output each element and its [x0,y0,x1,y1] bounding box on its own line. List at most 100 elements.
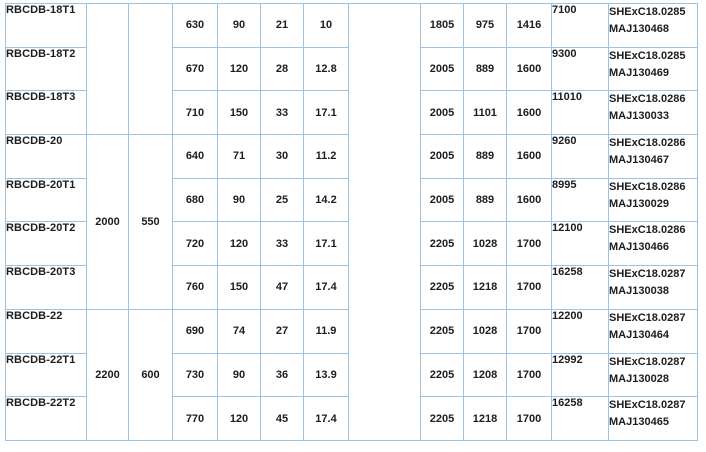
value-cell: 889 [463,134,507,179]
group-height-cell: 550 [128,134,173,310]
value-cell: 670 [172,46,218,92]
value-cell: 21 [260,3,304,48]
table-row: RBCDB-20T3 760 150 47 17.4 2205 1218 1700 16258 S… [5,265,698,310]
table-row: RBCDB-20T2 720 120 33 17.1 2205 1028 1700 12100 S… [5,221,698,267]
value-cell: 2005 [420,90,464,136]
value-cell: 90 [217,352,261,398]
value-cell: 2005 [420,134,464,179]
capacity-cell: 12992 [551,352,609,398]
cert-cell: SHExC18.0286 MAJ130033 [608,90,698,136]
cert-line-1: SHExC18.0287 [609,399,686,412]
value-cell: 27 [260,308,304,354]
table-row: RBCDB-20 2000 550 640 71 30 11.2 2005 889 1600 926… [5,134,698,310]
capacity-cell: 9300 [551,46,609,92]
value-cell: 2205 [420,221,464,267]
value-cell: 640 [172,134,218,179]
spec-table: RBCDB-18T1 630 90 21 10 1805 975 1416 7100 SHExC1… [5,2,698,442]
value-cell: 120 [217,221,261,267]
cert-line-1: SHExC18.0286 [609,93,686,106]
capacity-cell: 12100 [551,221,609,267]
capacity-cell: 11010 [551,90,609,136]
capacity-cell: 16258 [551,396,609,441]
cert-line-2: MAJ130029 [609,197,669,210]
value-cell: 120 [217,396,261,441]
value-cell: 1700 [506,221,552,267]
cert-cell: SHExC18.0286 MAJ130467 [608,134,698,179]
cert-line-2: MAJ130038 [609,285,669,298]
cert-line-2: MAJ130464 [609,328,669,341]
value-cell: 74 [217,308,261,354]
value-cell: 12.8 [303,46,349,92]
value-cell: 25 [260,177,304,223]
value-cell: 710 [172,90,218,136]
value-cell: 1218 [463,396,507,441]
value-cell: 150 [217,90,261,136]
value-cell: 36 [260,352,304,398]
spacer-cell [348,3,421,441]
table-row: RBCDB-18T1 630 90 21 10 1805 975 1416 7100 SHExC1… [5,2,698,441]
cert-line-2: MAJ130469 [609,66,669,79]
value-cell: 11.9 [303,308,349,354]
group-width-cell: 2200 [86,308,129,442]
value-cell: 120 [217,46,261,92]
value-cell: 71 [217,134,261,179]
capacity-cell: 16258 [551,265,609,310]
table-row: RBCDB-22T2 770 120 45 17.4 2205 1218 1700 16258 S… [5,396,698,441]
value-cell: 45 [260,396,304,441]
value-cell: 17.1 [303,221,349,267]
capacity-cell: 12200 [551,308,609,354]
value-cell: 1028 [463,308,507,354]
cert-line-1: SHExC18.0286 [609,180,686,193]
model-cell: RBCDB-22T2 [5,396,87,441]
cert-line-1: SHExC18.0287 [609,355,686,368]
cert-cell: SHExC18.0285 MAJ130468 [608,3,698,48]
value-cell: 1416 [506,3,552,48]
value-cell: 770 [172,396,218,441]
cert-line-1: SHExC18.0287 [609,268,686,281]
cert-cell: SHExC18.0287 MAJ130028 [608,352,698,398]
value-cell: 975 [463,3,507,48]
cert-line-2: MAJ130467 [609,154,669,167]
cert-cell: SHExC18.0287 MAJ130464 [608,308,698,354]
value-cell: 33 [260,90,304,136]
value-cell: 30 [260,134,304,179]
cert-cell: SHExC18.0286 MAJ130466 [608,221,698,267]
value-cell: 90 [217,177,261,223]
value-cell: 690 [172,308,218,354]
value-cell: 1600 [506,46,552,92]
cert-line-1: SHExC18.0286 [609,137,686,150]
model-cell: RBCDB-20T2 [5,221,87,267]
cert-cell: SHExC18.0287 MAJ130038 [608,265,698,310]
capacity-cell: 7100 [551,3,609,48]
table-row: RBCDB-20T1 680 90 25 14.2 2005 889 1600 8995 SHEx… [5,177,698,223]
cert-cell: SHExC18.0287 MAJ130465 [608,396,698,441]
table-row: RBCDB-18T3 710 150 33 17.1 2005 1101 1600 11010 S… [5,90,698,136]
model-cell: RBCDB-22T1 [5,352,87,398]
value-cell: 720 [172,221,218,267]
value-cell: 10 [303,3,349,48]
value-cell: 680 [172,177,218,223]
cert-line-2: MAJ130468 [609,23,669,35]
value-cell: 1600 [506,177,552,223]
spec-table-body: RBCDB-18T1 630 90 21 10 1805 975 1416 7100 SHExC1… [5,2,698,442]
value-cell: 1700 [506,396,552,441]
value-cell: 17.4 [303,396,349,441]
value-cell: 2005 [420,177,464,223]
model-cell: RBCDB-20T3 [5,265,87,310]
value-cell: 1805 [420,3,464,48]
model-cell: RBCDB-18T2 [5,46,87,92]
value-cell: 889 [463,177,507,223]
value-cell: 1028 [463,221,507,267]
value-cell: 17.4 [303,265,349,310]
value-cell: 2205 [420,265,464,310]
model-cell: RBCDB-20 [5,134,87,179]
model-cell: RBCDB-18T1 [5,3,87,48]
model-cell: RBCDB-20T1 [5,177,87,223]
value-cell: 730 [172,352,218,398]
group-width-cell: 2000 [86,134,129,310]
value-cell: 1101 [463,90,507,136]
group-height-cell [128,2,173,136]
value-cell: 90 [217,3,261,48]
cert-line-2: MAJ130028 [609,372,669,385]
